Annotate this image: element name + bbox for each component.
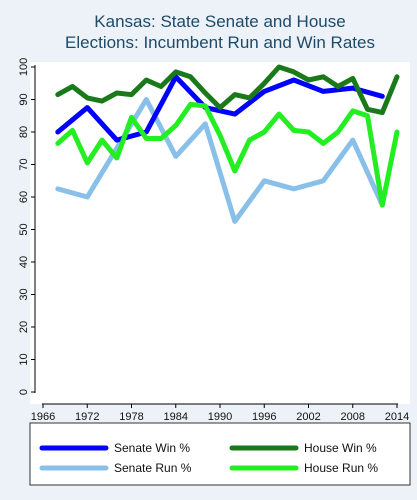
legend-box [29, 422, 411, 486]
y-tick-label: 10 [18, 353, 30, 365]
y-tick-label: 90 [18, 93, 30, 105]
x-tick-label: 2002 [296, 411, 320, 423]
y-tick-label: 40 [18, 256, 30, 268]
x-tick-label: 1984 [164, 411, 188, 423]
y-tick-label: 0 [18, 389, 30, 395]
x-tick-label: 1966 [31, 411, 55, 423]
y-tick-label: 30 [18, 288, 30, 300]
series-layer [55, 64, 400, 224]
chart-title-line-1: Kansas: State Senate and House [94, 12, 345, 31]
y-tick-label: 100 [18, 58, 30, 76]
legend-label-house-win: House Win % [304, 441, 377, 455]
y-tick-label: 60 [18, 191, 30, 203]
x-tick-label: 1978 [119, 411, 143, 423]
chart-title-line-2: Elections: Incumbent Run and Win Rates [65, 33, 375, 52]
series-line-senate-run [55, 97, 385, 224]
legend-layer: Senate Win % House Win % Senate Run % House… [39, 441, 378, 475]
legend-label-senate-win: Senate Win % [114, 441, 190, 455]
series-line-house-run [55, 101, 400, 208]
x-tick-label: 1996 [252, 411, 276, 423]
x-tick-label: 1990 [208, 411, 232, 423]
axes-layer: 0 10 20 30 40 50 60 70 80 90 100 1966 1972 1978 1984 19… [18, 58, 409, 423]
series-line-senate-win [55, 74, 385, 143]
y-tick-label: 20 [18, 321, 30, 333]
x-tick-label: 2008 [341, 411, 365, 423]
series-line-house-win [55, 64, 400, 115]
x-tick-label: 2014 [385, 411, 409, 423]
y-tick-label: 80 [18, 126, 30, 138]
legend-label-senate-run: Senate Run % [114, 461, 192, 475]
legend-label-house-run: House Run % [304, 461, 378, 475]
y-tick-label: 70 [18, 158, 30, 170]
x-tick-label: 1972 [75, 411, 99, 423]
y-tick-label: 50 [18, 223, 30, 235]
